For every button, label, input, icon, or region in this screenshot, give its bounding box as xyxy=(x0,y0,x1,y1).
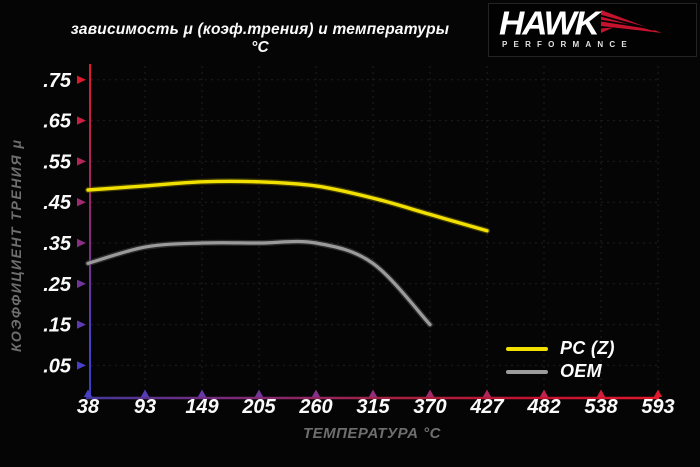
pc-z-line-swatch xyxy=(506,346,548,351)
x-tick-arrow-icon xyxy=(482,389,492,397)
y-tick-label: .35 xyxy=(43,233,72,255)
x-tick-label: 149 xyxy=(185,396,219,418)
x-tick-label: 370 xyxy=(413,396,446,418)
grid-lines xyxy=(91,66,659,396)
x-tick-arrow-icon xyxy=(539,389,549,397)
series-line-oem xyxy=(86,239,432,327)
legend-label-oem: OEM xyxy=(560,361,602,381)
y-tick-arrow-icon xyxy=(77,279,86,288)
y-tick-arrow-icon xyxy=(77,116,86,125)
y-tick-arrow-icon xyxy=(77,75,86,84)
hawk-logo-text: HAWK xyxy=(499,4,600,43)
legend-item-pc-z: PC (Z) xyxy=(506,337,615,360)
legend-label-pc-z: PC (Z) xyxy=(560,338,615,358)
x-tick-arrow-icon xyxy=(140,389,150,397)
oem-line-swatch xyxy=(506,369,548,374)
y-tick-arrow-icon xyxy=(77,238,86,248)
x-tick-label: 538 xyxy=(584,396,618,418)
x-tick-label: 205 xyxy=(241,396,276,418)
x-tick-label: 593 xyxy=(641,396,674,418)
series-line-pc-z xyxy=(86,179,489,233)
y-axis-title: КОЭФФИЦИЕНТ ТРЕНИЯ μ xyxy=(8,138,24,352)
x-tick-label: 260 xyxy=(298,396,332,418)
y-tick-arrow-icon xyxy=(77,361,86,370)
y-tick-label: .05 xyxy=(43,355,72,377)
x-tick-label: 38 xyxy=(77,396,100,418)
x-tick-arrow-icon xyxy=(197,389,207,397)
x-tick-label: 427 xyxy=(469,396,504,418)
x-axis-title: ТЕМПЕРАТУРА °C xyxy=(302,425,442,442)
y-tick-arrow-icon xyxy=(77,320,86,329)
x-tick-arrow-icon xyxy=(368,389,378,397)
hawk-logo-subtext: PERFORMANCE xyxy=(502,40,633,49)
y-tick-label: .65 xyxy=(43,111,72,133)
x-tick-arrow-icon xyxy=(254,389,264,397)
x-tick-label: 93 xyxy=(134,396,156,418)
y-tick-arrow-icon xyxy=(77,198,86,207)
y-tick-label: .55 xyxy=(43,151,72,173)
y-tick-label: .25 xyxy=(43,274,72,296)
y-tick-arrow-icon xyxy=(77,157,86,166)
x-tick-label: 315 xyxy=(356,396,390,418)
hawk-logo-row: HAWK xyxy=(489,4,696,41)
x-axis-ticks: 38 93 149 205 260 315 370 427 482 538 593 xyxy=(77,389,675,418)
y-axis-ticks: .75 .65 .55 .45 .35 .25 .15 .05 xyxy=(43,70,86,377)
x-tick-arrow-icon xyxy=(425,389,435,397)
chart-title: зависимость μ (коэф.трения) и температур… xyxy=(70,21,450,56)
x-tick-arrow-icon xyxy=(653,389,663,397)
data-curves xyxy=(85,178,490,328)
y-tick-label: .45 xyxy=(43,192,72,214)
hawk-performance-logo: HAWK PERFORMANCE xyxy=(488,3,697,57)
x-tick-arrow-icon xyxy=(596,389,606,397)
hawk-wing-icon xyxy=(599,10,662,33)
chart-legend: PC (Z) OEM xyxy=(506,337,615,383)
y-tick-label: .75 xyxy=(43,70,72,92)
series-glow xyxy=(85,178,490,234)
x-tick-arrow-icon xyxy=(311,389,321,397)
x-tick-label: 482 xyxy=(526,396,560,418)
y-tick-label: .15 xyxy=(43,315,72,337)
x-tick-arrow-icon xyxy=(83,389,93,397)
legend-item-oem: OEM xyxy=(506,360,615,383)
